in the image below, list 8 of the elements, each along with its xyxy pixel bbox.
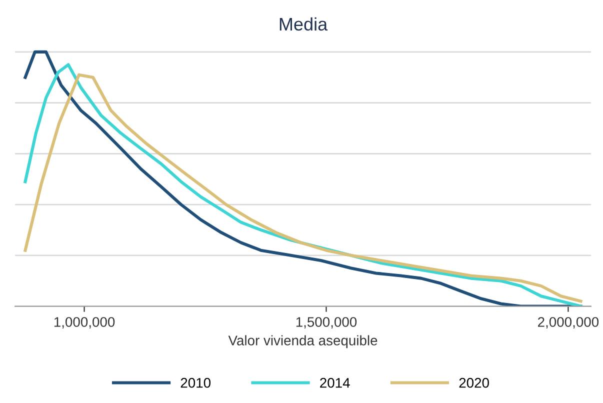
x-axis-title: Valor vivienda asequible — [228, 335, 378, 348]
legend-label: 2010 — [180, 378, 211, 388]
legend-label: 2014 — [320, 378, 350, 388]
chart-title: Media — [280, 17, 328, 31]
legend-label: 2020 — [459, 378, 489, 388]
x-tick-label: 2,000,000 — [538, 317, 599, 329]
x-tick-label: 1,500,000 — [296, 317, 357, 329]
x-tick-label: 1,000,000 — [54, 317, 115, 329]
